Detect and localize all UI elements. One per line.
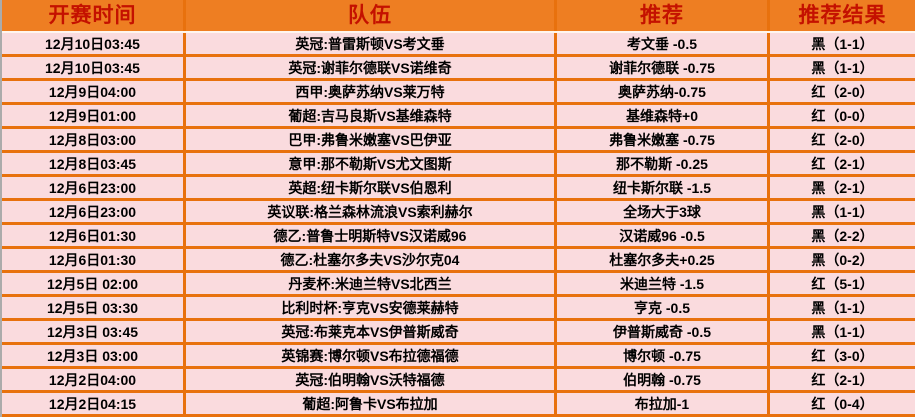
result-cell: 黑（2-2） bbox=[770, 225, 915, 246]
teams-cell: 巴甲:弗鲁米嫩塞VS巴伊亚 bbox=[186, 129, 554, 150]
teams-cell: 丹麦杯:米迪兰特VS北西兰 bbox=[186, 273, 554, 294]
table-row: 12月8日03:45 意甲:那不勒斯VS尤文图斯 那不勒斯 -0.25 红（2-… bbox=[2, 153, 915, 177]
table-row: 12月6日23:00 英议联:格兰森林流浪VS索利赫尔 全场大于3球 黑（1-1… bbox=[2, 201, 915, 225]
match-time-cell: 12月8日03:45 bbox=[2, 153, 183, 174]
recommendation-cell: 谢菲尔德联 -0.75 bbox=[557, 57, 767, 78]
recommendation-cell: 那不勒斯 -0.25 bbox=[557, 153, 767, 174]
table-row: 12月6日01:30 德乙:普鲁士明斯特VS汉诺威96 汉诺威96 -0.5 黑… bbox=[2, 225, 915, 249]
recommendation-cell: 伯明翰 -0.75 bbox=[557, 369, 767, 390]
match-time-cell: 12月2日04:15 bbox=[2, 393, 183, 414]
recommendation-cell: 汉诺威96 -0.5 bbox=[557, 225, 767, 246]
teams-cell: 英冠:布莱克本VS伊普斯威奇 bbox=[186, 321, 554, 342]
teams-cell: 英议联:格兰森林流浪VS索利赫尔 bbox=[186, 201, 554, 222]
teams-cell: 英超:纽卡斯尔联VS伯恩利 bbox=[186, 177, 554, 198]
result-cell: 黑（1-1） bbox=[770, 321, 915, 342]
result-cell: 红（2-0） bbox=[770, 129, 915, 150]
match-time-cell: 12月3日 03:45 bbox=[2, 321, 183, 342]
table-row: 12月6日01:30 德乙:杜塞尔多夫VS沙尔克04 杜塞尔多夫+0.25 黑（… bbox=[2, 249, 915, 273]
column-header-match-time: 开赛时间 bbox=[2, 0, 183, 31]
result-cell: 黑（1-1） bbox=[770, 201, 915, 222]
match-time-cell: 12月5日 02:00 bbox=[2, 273, 183, 294]
recommendation-cell: 基维森特+0 bbox=[557, 105, 767, 126]
recommendation-cell: 布拉加-1 bbox=[557, 393, 767, 414]
table-row: 12月5日 03:30 比利时杯:亨克VS安德莱赫特 亨克 -0.5 黑（1-1… bbox=[2, 297, 915, 321]
teams-cell: 西甲:奥萨苏纳VS莱万特 bbox=[186, 81, 554, 102]
column-header-teams: 队伍 bbox=[186, 0, 554, 31]
table-row: 12月3日 03:00 英锦赛:博尔顿VS布拉德福德 博尔顿 -0.75 红（3… bbox=[2, 345, 915, 369]
table-header-row: 开赛时间 队伍 推荐 推荐结果 bbox=[2, 0, 915, 33]
table-row: 12月2日04:00 英冠:伯明翰VS沃特福德 伯明翰 -0.75 红（2-1） bbox=[2, 369, 915, 393]
column-header-recommendation: 推荐 bbox=[557, 0, 767, 31]
result-cell: 黑（2-1） bbox=[770, 177, 915, 198]
teams-cell: 英冠:谢菲尔德联VS诺维奇 bbox=[186, 57, 554, 78]
match-time-cell: 12月10日03:45 bbox=[2, 57, 183, 78]
result-cell: 红（0-0） bbox=[770, 105, 915, 126]
result-cell: 红（2-0） bbox=[770, 81, 915, 102]
match-time-cell: 12月6日01:30 bbox=[2, 249, 183, 270]
table-row: 12月9日04:00 西甲:奥萨苏纳VS莱万特 奥萨苏纳-0.75 红（2-0） bbox=[2, 81, 915, 105]
match-time-cell: 12月6日23:00 bbox=[2, 177, 183, 198]
teams-cell: 英锦赛:博尔顿VS布拉德福德 bbox=[186, 345, 554, 366]
table-row: 12月2日04:15 葡超:阿鲁卡VS布拉加 布拉加-1 红（0-4） bbox=[2, 393, 915, 417]
teams-cell: 葡超:吉马良斯VS基维森特 bbox=[186, 105, 554, 126]
result-cell: 黑（1-1） bbox=[770, 297, 915, 318]
match-time-cell: 12月6日23:00 bbox=[2, 201, 183, 222]
match-time-cell: 12月8日03:00 bbox=[2, 129, 183, 150]
recommendation-cell: 全场大于3球 bbox=[557, 201, 767, 222]
table-row: 12月5日 02:00 丹麦杯:米迪兰特VS北西兰 米迪兰特 -1.5 红（5-… bbox=[2, 273, 915, 297]
table-row: 12月10日03:45 英冠:普雷斯顿VS考文垂 考文垂 -0.5 黑（1-1） bbox=[2, 33, 915, 57]
teams-cell: 葡超:阿鲁卡VS布拉加 bbox=[186, 393, 554, 414]
result-cell: 红（5-1） bbox=[770, 273, 915, 294]
result-cell: 红（2-1） bbox=[770, 369, 915, 390]
teams-cell: 德乙:普鲁士明斯特VS汉诺威96 bbox=[186, 225, 554, 246]
result-cell: 黑（1-1） bbox=[770, 33, 915, 54]
teams-cell: 英冠:伯明翰VS沃特福德 bbox=[186, 369, 554, 390]
match-time-cell: 12月2日04:00 bbox=[2, 369, 183, 390]
match-time-cell: 12月9日04:00 bbox=[2, 81, 183, 102]
recommendation-cell: 米迪兰特 -1.5 bbox=[557, 273, 767, 294]
recommendation-cell: 奥萨苏纳-0.75 bbox=[557, 81, 767, 102]
column-header-result: 推荐结果 bbox=[770, 0, 915, 31]
table-row: 12月3日 03:45 英冠:布莱克本VS伊普斯威奇 伊普斯威奇 -0.5 黑（… bbox=[2, 321, 915, 345]
teams-cell: 意甲:那不勒斯VS尤文图斯 bbox=[186, 153, 554, 174]
teams-cell: 德乙:杜塞尔多夫VS沙尔克04 bbox=[186, 249, 554, 270]
result-cell: 黑（0-2） bbox=[770, 249, 915, 270]
recommendation-cell: 纽卡斯尔联 -1.5 bbox=[557, 177, 767, 198]
match-time-cell: 12月10日03:45 bbox=[2, 33, 183, 54]
match-time-cell: 12月5日 03:30 bbox=[2, 297, 183, 318]
recommendation-cell: 博尔顿 -0.75 bbox=[557, 345, 767, 366]
teams-cell: 比利时杯:亨克VS安德莱赫特 bbox=[186, 297, 554, 318]
result-cell: 黑（1-1） bbox=[770, 57, 915, 78]
recommendation-cell: 伊普斯威奇 -0.5 bbox=[557, 321, 767, 342]
result-cell: 红（0-4） bbox=[770, 393, 915, 414]
recommendation-cell: 弗鲁米嫩塞 -0.75 bbox=[557, 129, 767, 150]
recommendation-cell: 亨克 -0.5 bbox=[557, 297, 767, 318]
match-time-cell: 12月9日01:00 bbox=[2, 105, 183, 126]
table-row: 12月6日23:00 英超:纽卡斯尔联VS伯恩利 纽卡斯尔联 -1.5 黑（2-… bbox=[2, 177, 915, 201]
teams-cell: 英冠:普雷斯顿VS考文垂 bbox=[186, 33, 554, 54]
recommendation-cell: 考文垂 -0.5 bbox=[557, 33, 767, 54]
match-time-cell: 12月3日 03:00 bbox=[2, 345, 183, 366]
result-cell: 红（2-1） bbox=[770, 153, 915, 174]
recommendation-cell: 杜塞尔多夫+0.25 bbox=[557, 249, 767, 270]
table-row: 12月9日01:00 葡超:吉马良斯VS基维森特 基维森特+0 红（0-0） bbox=[2, 105, 915, 129]
table-body: 12月10日03:45 英冠:普雷斯顿VS考文垂 考文垂 -0.5 黑（1-1）… bbox=[2, 33, 915, 417]
result-cell: 红（3-0） bbox=[770, 345, 915, 366]
match-time-cell: 12月6日01:30 bbox=[2, 225, 183, 246]
table-row: 12月10日03:45 英冠:谢菲尔德联VS诺维奇 谢菲尔德联 -0.75 黑（… bbox=[2, 57, 915, 81]
table-row: 12月8日03:00 巴甲:弗鲁米嫩塞VS巴伊亚 弗鲁米嫩塞 -0.75 红（2… bbox=[2, 129, 915, 153]
